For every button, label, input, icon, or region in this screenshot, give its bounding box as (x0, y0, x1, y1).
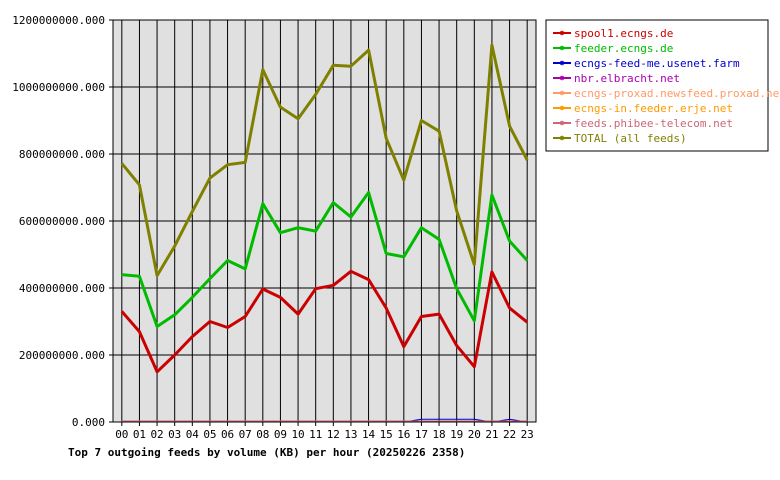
x-tick-label: 22 (503, 428, 516, 441)
x-tick-label: 20 (468, 428, 481, 441)
x-tick-label: 03 (168, 428, 181, 441)
legend-marker (559, 105, 565, 111)
x-tick-label: 12 (327, 428, 340, 441)
grid-lines (109, 19, 536, 426)
chart-title: Top 7 outgoing feeds by volume (KB) per … (68, 446, 465, 459)
x-tick-label: 02 (150, 428, 163, 441)
x-tick-label: 23 (521, 428, 534, 441)
x-tick-label: 09 (274, 428, 287, 441)
legend-label: ecngs-proxad.newsfeed.proxad.net (574, 87, 780, 100)
x-tick-label: 07 (239, 428, 252, 441)
x-tick-label: 17 (415, 428, 428, 441)
legend-box (545, 19, 769, 152)
legend-label: TOTAL (all feeds) (574, 132, 687, 145)
x-tick-label: 14 (362, 428, 376, 441)
x-tick-label: 01 (133, 428, 146, 441)
legend-marker (559, 45, 565, 51)
legend-marker (559, 75, 565, 81)
legend-label: ecngs-feed-me.usenet.farm (574, 57, 740, 70)
legend-marker (559, 90, 565, 96)
x-tick-label: 19 (450, 428, 463, 441)
y-tick-label: 400000000.000 (19, 282, 105, 295)
x-tick-label: 08 (256, 428, 269, 441)
x-tick-label: 21 (485, 428, 498, 441)
y-tick-label: 1000000000.000 (12, 81, 105, 94)
y-tick-label: 600000000.000 (19, 215, 105, 228)
series-line (121, 191, 529, 328)
y-tick-label: 800000000.000 (19, 148, 105, 161)
legend-label: ecngs-in.feeder.erje.net (574, 102, 733, 115)
legend-items: spool1.ecngs.de feeder.ecngs.de ecngs-feed… (553, 27, 780, 145)
x-tick-label: 18 (432, 428, 445, 441)
x-tick-label: 04 (186, 428, 200, 441)
x-tick-label: 11 (309, 428, 322, 441)
legend-marker (559, 30, 565, 36)
x-tick-label: 05 (203, 428, 216, 441)
y-tick-label: 0.000 (72, 416, 105, 429)
legend-label: feeds.phibee-telecom.net (574, 117, 733, 130)
series-line (120, 269, 529, 374)
y-tick-label: 200000000.000 (19, 349, 105, 362)
x-tick-label: 16 (397, 428, 410, 441)
x-axis-labels: 00 01 02 03 04 05 06 07 08 09 10 11 12 13 14 15 16 17 18 19… (115, 428, 534, 441)
x-tick-label: 06 (221, 428, 234, 441)
x-tick-label: 00 (115, 428, 128, 441)
legend: spool1.ecngs.de feeder.ecngs.de ecngs-feed… (545, 19, 780, 152)
legend-marker (559, 60, 565, 66)
legend-label: spool1.ecngs.de (574, 27, 673, 40)
series-line (120, 43, 529, 278)
legend-label: nbr.elbracht.net (574, 72, 680, 85)
x-tick-label: 13 (344, 428, 357, 441)
x-tick-label: 10 (291, 428, 304, 441)
legend-marker (559, 120, 565, 126)
x-tick-label: 15 (380, 428, 393, 441)
plot-border (112, 19, 537, 423)
legend-label: feeder.ecngs.de (574, 42, 673, 55)
y-axis-labels: 0.000 200000000.000 400000000.000 600000000… (12, 14, 105, 429)
y-tick-label: 1200000000.000 (12, 14, 105, 27)
legend-marker (559, 135, 565, 141)
